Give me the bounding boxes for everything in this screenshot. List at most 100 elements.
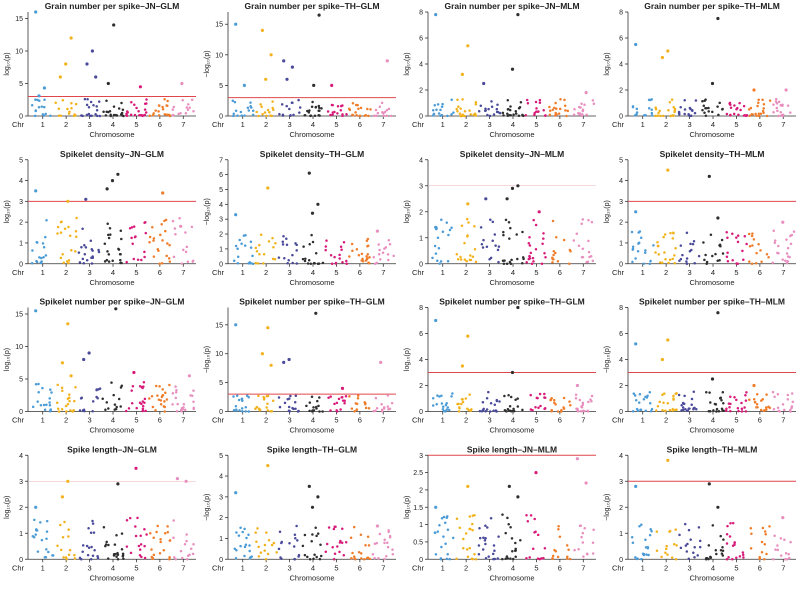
snp-point (186, 554, 190, 557)
snp-point (787, 552, 790, 556)
snp-point (754, 112, 757, 116)
snp-point (133, 113, 137, 117)
snp-point (62, 261, 65, 264)
peak-point (666, 49, 670, 53)
snp-point (714, 548, 718, 552)
snp-point (756, 104, 759, 108)
snp-point (352, 525, 356, 529)
peak-point (385, 59, 389, 63)
snp-point (788, 408, 792, 412)
snp-point (669, 231, 672, 235)
snp-point (519, 100, 523, 104)
panel-10: Spikelet number per spike–TH–GLM051015−l… (204, 297, 396, 435)
snp-point (562, 407, 566, 410)
peak-point (316, 202, 320, 206)
snp-point (748, 398, 751, 402)
x-axis-label: Chromosome (89, 426, 134, 435)
snp-point (509, 262, 513, 265)
y-tick-label: 4 (619, 62, 623, 69)
snp-point (471, 522, 474, 526)
snp-point (748, 114, 752, 117)
peak-point (84, 197, 88, 201)
snp-point (533, 531, 536, 534)
y-tick-label: 2 (419, 88, 423, 95)
x-prefix-label: Chr (212, 268, 225, 277)
peak-point (184, 479, 188, 483)
snp-point (461, 114, 465, 117)
y-tick-label: 0 (619, 557, 623, 564)
x-prefix-label: Chr (212, 563, 225, 572)
snp-point (534, 405, 537, 409)
snp-point (261, 112, 264, 116)
snp-point (363, 403, 367, 406)
snp-point (344, 541, 348, 544)
x-tick-label: 2 (464, 120, 468, 129)
snp-point (192, 389, 195, 392)
snp-point (695, 408, 698, 411)
snp-point (685, 257, 689, 260)
x-tick-label: 1 (441, 268, 445, 277)
snp-point (122, 557, 125, 561)
snp-point (431, 396, 435, 400)
x-axis-label: Chromosome (289, 278, 334, 287)
snp-point (644, 546, 648, 549)
snp-point (655, 530, 659, 533)
snp-point (484, 524, 487, 528)
y-tick-label: 1 (419, 235, 423, 242)
snp-point (548, 113, 552, 116)
snp-point (650, 407, 654, 411)
snp-point (120, 532, 124, 535)
y-tick-label: 0 (419, 557, 423, 564)
snp-point (382, 114, 386, 118)
snp-point (341, 114, 344, 118)
snp-point (740, 410, 744, 413)
snp-point (294, 537, 297, 540)
snp-point (145, 102, 148, 105)
snp-point (705, 260, 709, 264)
snp-point (68, 548, 72, 552)
snp-point (441, 102, 444, 106)
snp-point (466, 555, 470, 558)
x-prefix-label: Chr (12, 416, 25, 425)
snp-point (773, 534, 776, 537)
snp-point (553, 401, 556, 404)
snp-point (163, 410, 166, 413)
snp-point (250, 555, 253, 558)
snp-point (69, 409, 72, 412)
snp-point (456, 402, 459, 406)
snp-point (690, 397, 694, 401)
snp-point (33, 114, 37, 118)
snp-point (341, 104, 344, 107)
peak-point (666, 458, 670, 462)
snp-point (638, 230, 642, 233)
snp-point (488, 410, 492, 413)
snp-point (358, 114, 362, 118)
peak-point (466, 44, 470, 48)
snp-point (90, 256, 93, 259)
snp-point (765, 552, 768, 556)
snp-point (162, 405, 166, 408)
snp-point (39, 261, 42, 265)
snp-point (674, 528, 677, 531)
snp-point (31, 405, 35, 409)
snp-point (779, 537, 783, 540)
snp-point (657, 111, 660, 115)
snp-point (239, 544, 242, 548)
snp-point (719, 534, 722, 538)
snp-point (235, 394, 239, 398)
snp-point (171, 113, 175, 117)
snp-point (180, 262, 184, 265)
x-tick-label: 5 (334, 563, 338, 572)
snp-point (557, 525, 560, 528)
snp-point (372, 409, 375, 413)
snp-point (143, 255, 146, 259)
snp-point (174, 557, 178, 561)
snp-point (590, 394, 594, 398)
snp-point (145, 533, 148, 536)
y-tick-label: 1 (19, 531, 23, 538)
peak-point (534, 471, 538, 475)
snp-point (555, 235, 558, 239)
snp-point (588, 255, 591, 259)
snp-point (642, 397, 646, 401)
